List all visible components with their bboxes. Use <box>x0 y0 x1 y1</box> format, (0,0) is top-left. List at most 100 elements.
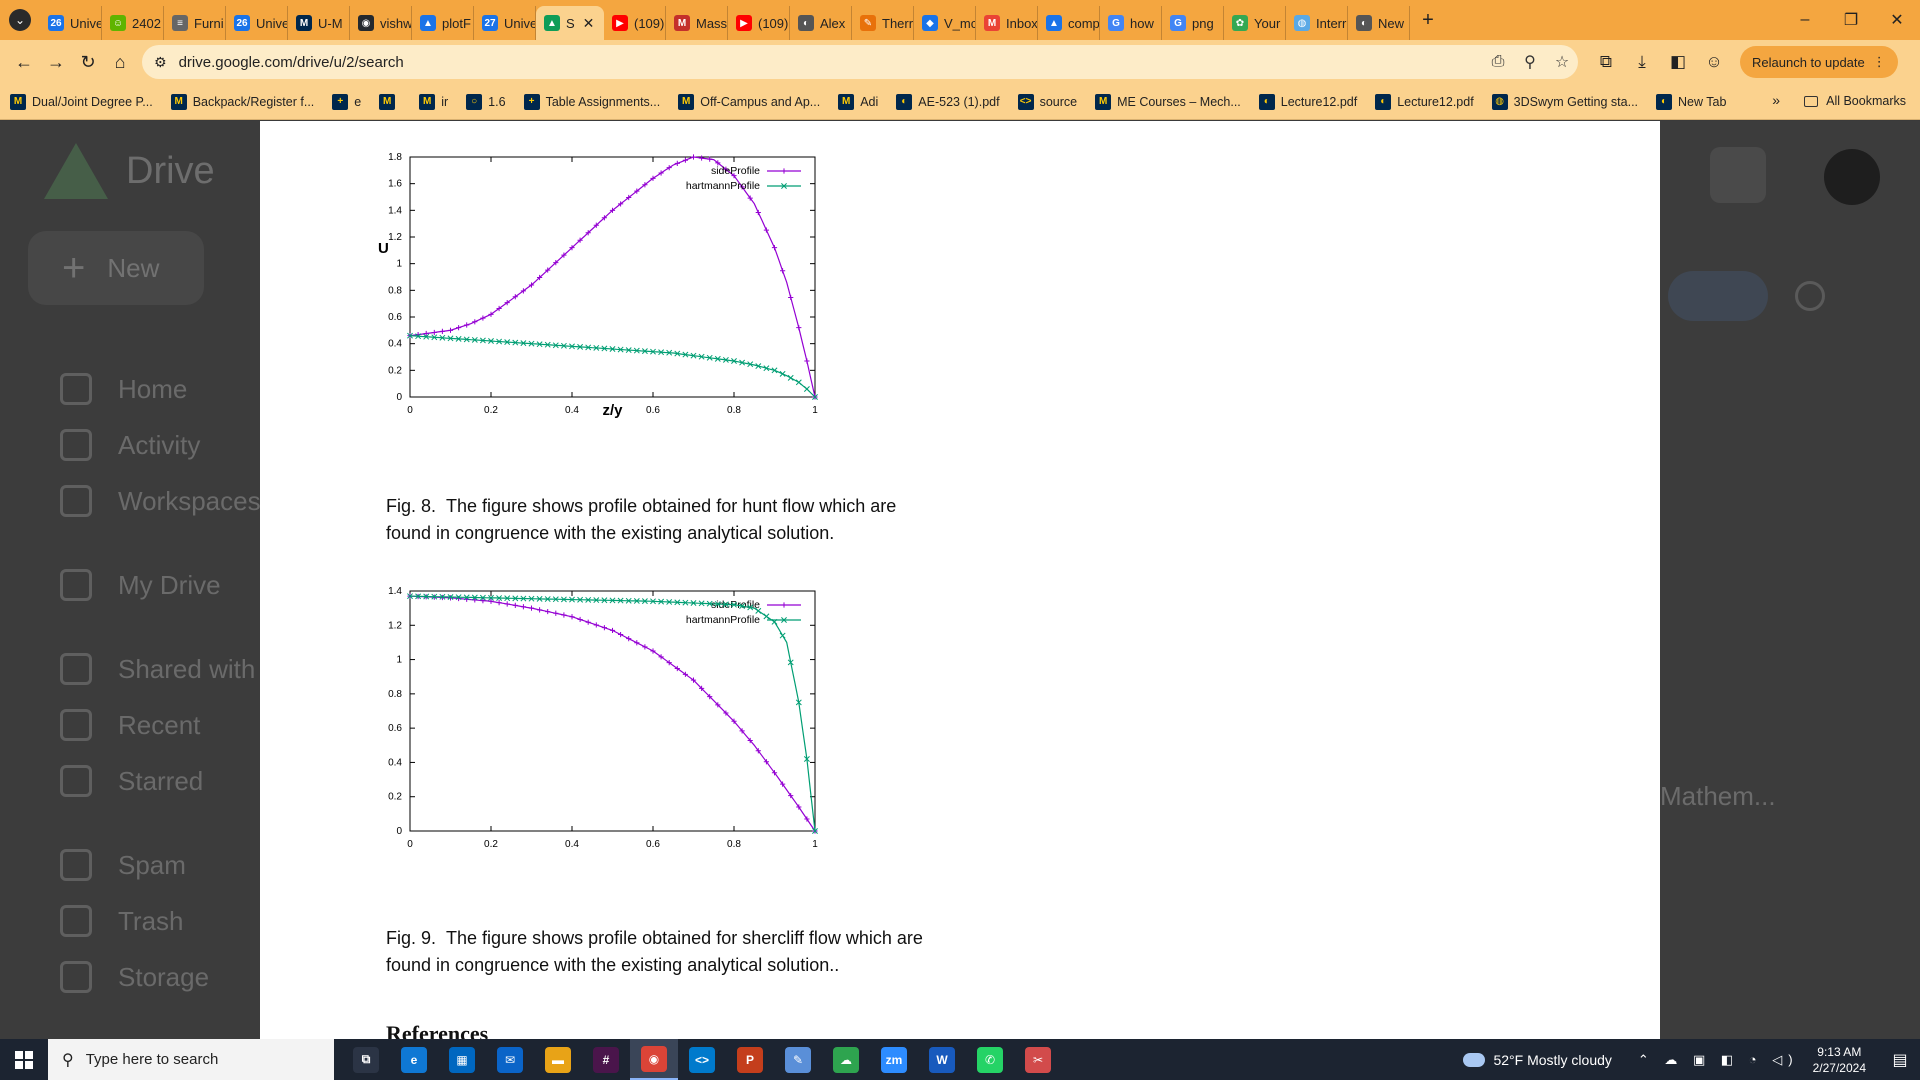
taskbar-app-mail[interactable]: ✉ <box>486 1039 534 1080</box>
taskbar-app-explorer[interactable]: ▬ <box>534 1039 582 1080</box>
drive-nav-item-my-drive[interactable]: My Drive <box>60 557 261 613</box>
bookmark-item[interactable]: M ME Courses – Mech... <box>1095 93 1241 110</box>
bookmark-item[interactable]: + e <box>332 93 361 110</box>
taskbar-app-store[interactable]: ▦ <box>438 1039 486 1080</box>
side-panel-icon[interactable]: ◧ <box>1669 52 1687 71</box>
notification-icon[interactable]: ▤ <box>1892 1051 1908 1069</box>
forward-button[interactable]: → <box>47 51 65 72</box>
relaunch-button[interactable]: Relaunch to update ⋮ <box>1740 46 1898 78</box>
tab-9[interactable]: ▶ (109) <box>604 6 666 40</box>
tab-12[interactable]: ◐ Alex <box>790 6 852 40</box>
bookmark-item[interactable]: ◐ Lecture12.pdf <box>1375 93 1474 110</box>
drive-nav-item-activity[interactable]: Activity <box>60 417 261 473</box>
reload-button[interactable]: ↻ <box>80 51 96 72</box>
taskbar-app-vscode[interactable]: <> <box>678 1039 726 1080</box>
drive-nav-item-trash[interactable]: Trash <box>60 893 261 949</box>
bookmark-item[interactable]: M Dual/Joint Degree P... <box>10 93 153 110</box>
taskbar-app-zoom[interactable]: zm <box>870 1039 918 1080</box>
tab-13[interactable]: ✎ Therr <box>852 6 914 40</box>
back-button[interactable]: ← <box>15 51 33 72</box>
tab-7[interactable]: 27 Unive <box>474 6 536 40</box>
zoom-icon[interactable]: ⚲ <box>1524 54 1536 71</box>
tab-8[interactable]: ▲ S ✕ <box>536 6 604 40</box>
bookmark-item[interactable]: + Table Assignments... <box>523 93 660 110</box>
avatar[interactable] <box>1824 149 1880 205</box>
taskbar-app-task-view[interactable]: ⧉ <box>342 1039 390 1080</box>
address-url[interactable]: drive.google.com/drive/u/2/search <box>178 53 404 71</box>
install-app-icon[interactable]: ⎙ <box>1491 53 1505 70</box>
drive-nav-item-storage[interactable]: Storage <box>60 949 261 1005</box>
taskbar-app-notepad[interactable]: ✎ <box>774 1039 822 1080</box>
close-window-button[interactable]: ✕ <box>1890 12 1904 29</box>
file-card-title[interactable]: Mathem... <box>1660 781 1776 811</box>
drive-nav-item-workspaces[interactable]: Workspaces <box>60 473 261 529</box>
tab-3[interactable]: 26 Unive <box>226 6 288 40</box>
tab-0[interactable]: 26 Unive <box>40 6 102 40</box>
tab-20[interactable]: ◍ Interr <box>1286 6 1348 40</box>
bookmark-item[interactable]: <> source <box>1017 93 1077 110</box>
taskbar-app-snip[interactable]: ✂ <box>1014 1039 1062 1080</box>
bookmark-star-icon[interactable]: ☆ <box>1554 54 1570 71</box>
bookmark-item[interactable]: M <box>379 93 401 110</box>
taskbar-search[interactable]: ⚲ Type here to search <box>48 1039 334 1080</box>
info-icon[interactable] <box>1795 281 1825 311</box>
drive-nav-item-shared-with[interactable]: Shared with <box>60 641 261 697</box>
taskbar-app-whatsapp[interactable]: ✆ <box>966 1039 1014 1080</box>
taskbar-app-word[interactable]: W <box>918 1039 966 1080</box>
new-tab-button[interactable]: + <box>1422 8 1434 31</box>
tab-19[interactable]: ✿ Your <box>1224 6 1286 40</box>
bookmark-item[interactable]: ◐ Lecture12.pdf <box>1258 93 1357 110</box>
home-button[interactable]: ⌂ <box>114 51 126 72</box>
tab-21[interactable]: ◐ New <box>1348 6 1410 40</box>
view-toggle[interactable] <box>1668 271 1768 321</box>
bookmark-item[interactable]: ◐ New Tab <box>1656 93 1726 110</box>
start-button[interactable] <box>0 1039 48 1080</box>
tab-10[interactable]: M Mass <box>666 6 728 40</box>
drive-nav-item-spam[interactable]: Spam <box>60 837 261 893</box>
new-button[interactable]: + New <box>28 231 204 305</box>
clock[interactable]: 9:13 AM 2/27/2024 <box>1813 1044 1866 1076</box>
tab-search-button[interactable]: ⌄ <box>0 0 40 40</box>
tab-1[interactable]: ☺ 2402 <box>102 6 164 40</box>
tab-16[interactable]: ▲ comp <box>1038 6 1100 40</box>
drive-logo[interactable]: Drive <box>44 143 215 199</box>
bookmark-item[interactable]: M Backpack/Register f... <box>170 93 314 110</box>
tab-5[interactable]: ◉ vishw <box>350 6 412 40</box>
drive-nav-item-home[interactable]: Home <box>60 361 261 417</box>
more-menu-icon[interactable]: ⋮ <box>1872 54 1886 69</box>
bookmark-item[interactable]: ○ 1.6 <box>466 93 506 110</box>
restore-button[interactable]: ❐ <box>1843 12 1859 29</box>
tray-icons[interactable]: ⌃ ☁ ▣ ◧ ◔ ◁) <box>1637 1051 1799 1067</box>
tab-2[interactable]: ≡ Furni <box>164 6 226 40</box>
weather-widget[interactable]: 52°F Mostly cloudy <box>1463 1052 1612 1068</box>
close-tab-icon[interactable]: ✕ <box>582 14 595 31</box>
tab-label: 2402 <box>132 15 161 31</box>
all-bookmarks-button[interactable]: All Bookmarks <box>1804 94 1906 108</box>
minimize-button[interactable]: – <box>1800 11 1810 28</box>
tab-14[interactable]: ◆ V_mc <box>914 6 976 40</box>
bookmark-item[interactable]: M Adi <box>838 93 878 110</box>
taskbar-app-powerpoint[interactable]: P <box>726 1039 774 1080</box>
tab-11[interactable]: ▶ (109) <box>728 6 790 40</box>
site-info-icon[interactable]: ⚙ <box>154 53 167 70</box>
tab-15[interactable]: M Inbox <box>976 6 1038 40</box>
tab-4[interactable]: M U-M <box>288 6 350 40</box>
bookmarks-overflow-button[interactable]: » <box>1772 92 1780 108</box>
drive-nav-item-starred[interactable]: Starred <box>60 753 261 809</box>
drive-nav-item-recent[interactable]: Recent <box>60 697 261 753</box>
downloads-icon[interactable]: ⤓ <box>1638 52 1646 71</box>
address-bar[interactable]: ⚙ drive.google.com/drive/u/2/search ⎙ ⚲ … <box>142 45 1578 79</box>
taskbar-app-chrome[interactable]: ◉ <box>630 1039 678 1080</box>
bookmark-item[interactable]: ◐ AE-523 (1).pdf <box>896 93 1000 110</box>
extensions-icon[interactable]: ⧉ <box>1599 52 1613 71</box>
taskbar-app-slack[interactable]: # <box>582 1039 630 1080</box>
profile-icon[interactable]: ☺ <box>1705 52 1723 71</box>
bookmark-item[interactable]: ◍ 3DSwym Getting sta... <box>1491 93 1638 110</box>
taskbar-app-edge[interactable]: e <box>390 1039 438 1080</box>
tab-6[interactable]: ▲ plotF <box>412 6 474 40</box>
bookmark-item[interactable]: M Off-Campus and Ap... <box>678 93 820 110</box>
taskbar-app-onedrive[interactable]: ☁ <box>822 1039 870 1080</box>
